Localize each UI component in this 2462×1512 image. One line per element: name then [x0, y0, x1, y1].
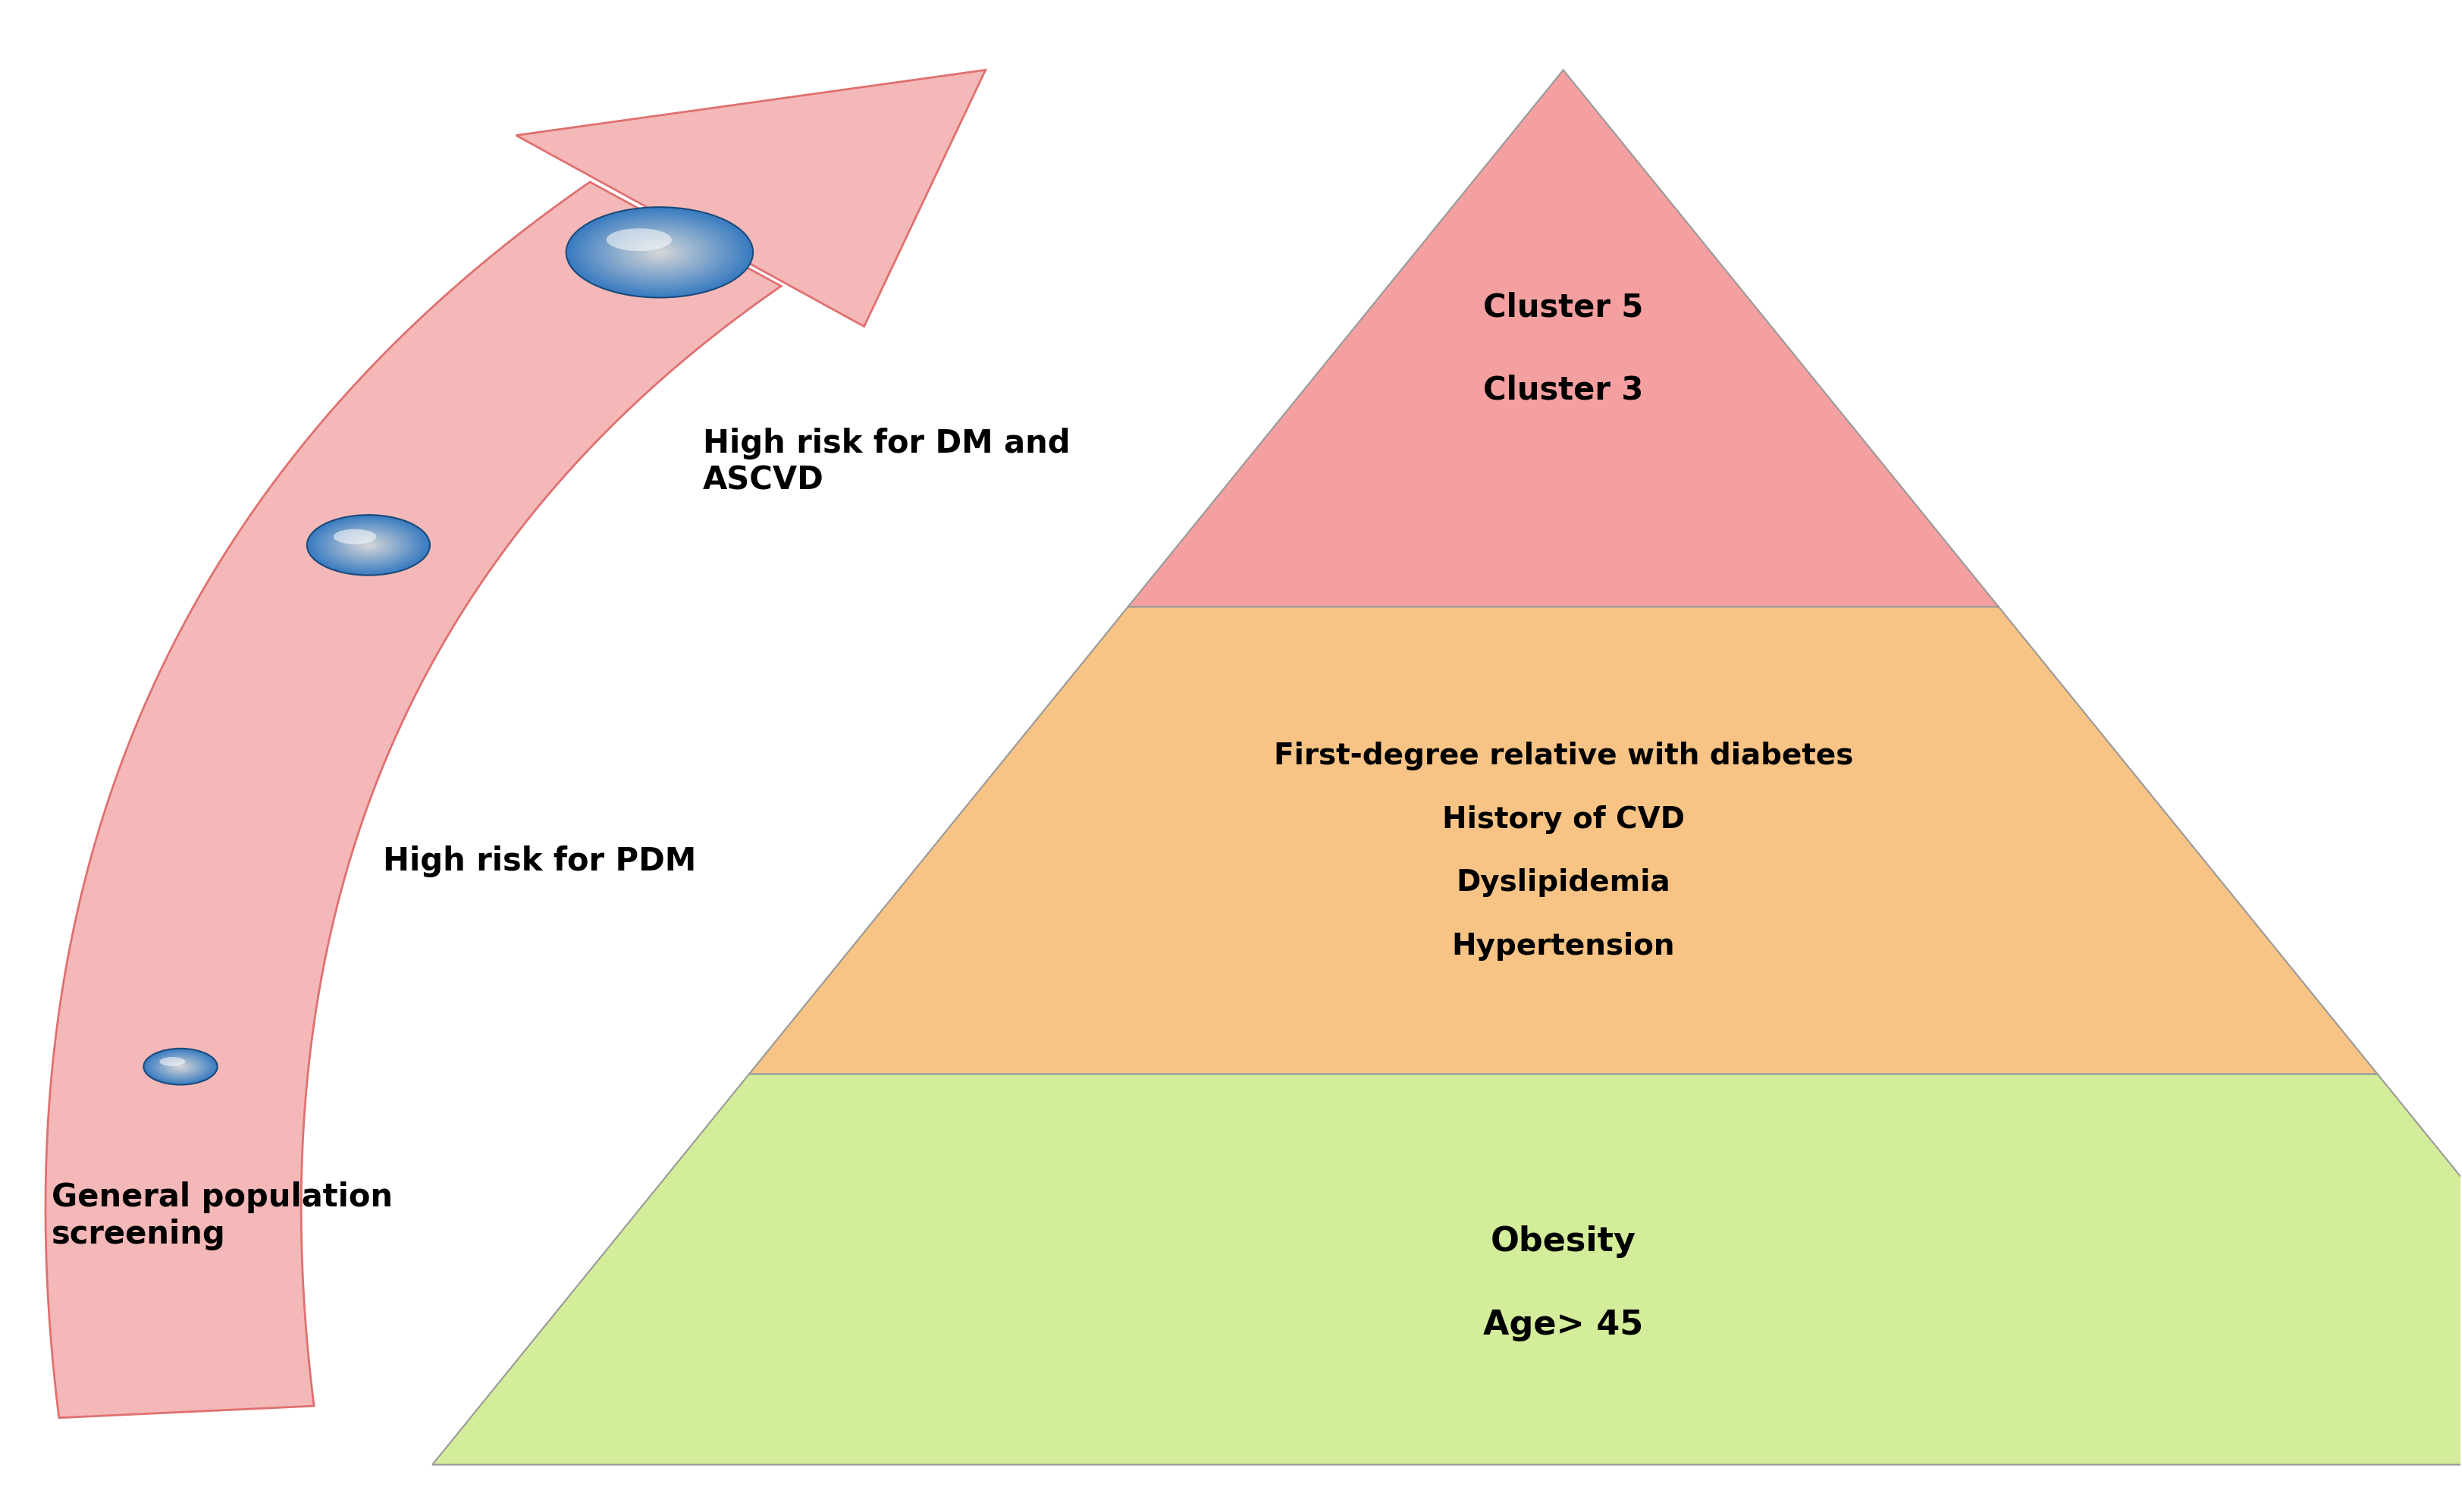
- Ellipse shape: [310, 516, 428, 575]
- Ellipse shape: [165, 1058, 197, 1075]
- Ellipse shape: [648, 246, 670, 259]
- Text: High risk for DM and
ASCVD: High risk for DM and ASCVD: [702, 428, 1071, 496]
- Ellipse shape: [608, 227, 712, 278]
- Ellipse shape: [150, 1052, 209, 1081]
- Ellipse shape: [160, 1057, 185, 1066]
- Ellipse shape: [640, 243, 677, 262]
- Ellipse shape: [625, 236, 692, 269]
- Ellipse shape: [143, 1048, 217, 1084]
- Ellipse shape: [588, 218, 731, 287]
- Ellipse shape: [566, 207, 753, 298]
- Text: Age> 45: Age> 45: [1482, 1308, 1642, 1341]
- Text: First-degree relative with diabetes: First-degree relative with diabetes: [1273, 741, 1851, 771]
- Ellipse shape: [315, 519, 423, 572]
- Ellipse shape: [574, 210, 746, 293]
- Ellipse shape: [145, 1049, 217, 1084]
- Ellipse shape: [345, 534, 394, 556]
- Ellipse shape: [633, 240, 684, 265]
- Ellipse shape: [569, 209, 748, 296]
- Ellipse shape: [325, 523, 414, 567]
- Ellipse shape: [175, 1064, 185, 1069]
- Text: History of CVD: History of CVD: [1443, 804, 1684, 833]
- Ellipse shape: [153, 1052, 209, 1081]
- Polygon shape: [1128, 70, 1999, 606]
- Text: Cluster 3: Cluster 3: [1482, 375, 1642, 407]
- Text: General population
screening: General population screening: [52, 1181, 391, 1250]
- Ellipse shape: [158, 1055, 204, 1078]
- Ellipse shape: [593, 219, 726, 284]
- Ellipse shape: [320, 522, 419, 569]
- Ellipse shape: [158, 1055, 202, 1078]
- Ellipse shape: [611, 228, 709, 275]
- Ellipse shape: [355, 538, 384, 552]
- Ellipse shape: [170, 1061, 190, 1072]
- Ellipse shape: [167, 1061, 192, 1072]
- Ellipse shape: [350, 535, 389, 555]
- Ellipse shape: [364, 543, 374, 547]
- Ellipse shape: [645, 245, 675, 260]
- Ellipse shape: [335, 528, 404, 562]
- Ellipse shape: [616, 231, 704, 274]
- Ellipse shape: [160, 1057, 202, 1077]
- Ellipse shape: [596, 222, 724, 283]
- Ellipse shape: [576, 213, 741, 292]
- Ellipse shape: [603, 225, 716, 280]
- Text: Obesity: Obesity: [1490, 1226, 1635, 1258]
- Ellipse shape: [172, 1063, 190, 1070]
- Ellipse shape: [155, 1054, 207, 1080]
- Ellipse shape: [172, 1063, 187, 1070]
- Ellipse shape: [323, 522, 416, 569]
- Ellipse shape: [330, 526, 409, 564]
- Ellipse shape: [165, 1060, 194, 1074]
- Ellipse shape: [652, 249, 667, 256]
- Ellipse shape: [150, 1051, 212, 1081]
- Ellipse shape: [352, 537, 387, 553]
- Ellipse shape: [655, 251, 662, 254]
- Ellipse shape: [623, 234, 697, 271]
- Ellipse shape: [313, 517, 426, 573]
- Ellipse shape: [337, 529, 401, 561]
- Ellipse shape: [308, 516, 431, 575]
- Ellipse shape: [362, 541, 377, 549]
- Ellipse shape: [583, 216, 734, 289]
- Polygon shape: [44, 181, 780, 1418]
- Text: Hypertension: Hypertension: [1450, 931, 1674, 960]
- Ellipse shape: [606, 228, 672, 251]
- Ellipse shape: [342, 532, 396, 558]
- Ellipse shape: [630, 237, 689, 266]
- Ellipse shape: [162, 1058, 197, 1075]
- Ellipse shape: [347, 534, 391, 556]
- Ellipse shape: [367, 544, 372, 546]
- Ellipse shape: [155, 1054, 204, 1080]
- Ellipse shape: [327, 525, 411, 565]
- Ellipse shape: [359, 540, 379, 550]
- Text: Dyslipidemia: Dyslipidemia: [1455, 868, 1669, 897]
- Ellipse shape: [332, 529, 377, 544]
- Ellipse shape: [357, 540, 382, 552]
- Ellipse shape: [581, 215, 739, 290]
- Ellipse shape: [167, 1060, 194, 1074]
- Ellipse shape: [638, 242, 682, 263]
- Text: Cluster 5: Cluster 5: [1482, 292, 1642, 324]
- Ellipse shape: [618, 233, 702, 272]
- Polygon shape: [517, 70, 985, 327]
- Ellipse shape: [175, 1064, 187, 1069]
- Ellipse shape: [148, 1051, 212, 1083]
- Polygon shape: [433, 1074, 2462, 1465]
- Ellipse shape: [340, 531, 399, 559]
- Polygon shape: [748, 606, 2376, 1074]
- Text: High risk for PDM: High risk for PDM: [384, 845, 697, 877]
- Ellipse shape: [148, 1049, 214, 1083]
- Ellipse shape: [601, 224, 719, 281]
- Ellipse shape: [162, 1057, 199, 1077]
- Ellipse shape: [177, 1064, 182, 1067]
- Ellipse shape: [318, 520, 421, 570]
- Ellipse shape: [332, 528, 406, 562]
